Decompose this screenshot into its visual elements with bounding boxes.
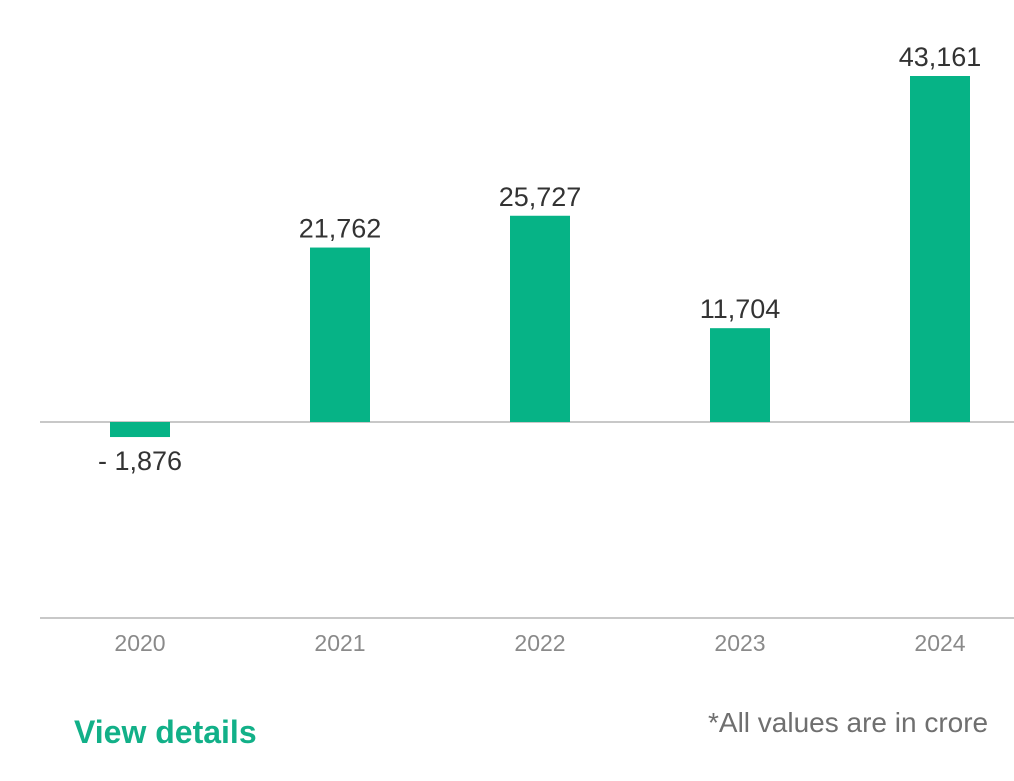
x-tick-labels-group: 2020 2021 2022 2023 2024 (114, 630, 965, 656)
bar-2020 (110, 422, 170, 438)
bar-2024 (910, 76, 970, 422)
values-unit-note: *All values are in crore (708, 707, 989, 738)
bars-group (110, 76, 970, 438)
view-details-link[interactable]: View details (74, 714, 257, 750)
x-tick-label-2020: 2020 (114, 630, 165, 656)
x-tick-label-2023: 2023 (714, 630, 765, 656)
value-label-2021: 21,762 (299, 214, 382, 244)
bar-chart: - 1,876 21,762 25,727 11,704 43,161 2020 2021… (40, 42, 1014, 656)
x-tick-label-2024: 2024 (914, 630, 965, 656)
value-label-2024: 43,161 (899, 42, 982, 72)
bar-2022 (510, 215, 570, 422)
value-labels-group: - 1,876 21,762 25,727 11,704 43,161 (98, 42, 981, 476)
bar-2023 (710, 328, 770, 422)
value-label-2022: 25,727 (499, 182, 582, 212)
x-tick-label-2022: 2022 (514, 630, 565, 656)
x-tick-label-2021: 2021 (314, 630, 365, 656)
value-label-2023: 11,704 (700, 294, 781, 324)
value-label-2020: - 1,876 (98, 446, 182, 476)
bar-2021 (310, 247, 370, 422)
